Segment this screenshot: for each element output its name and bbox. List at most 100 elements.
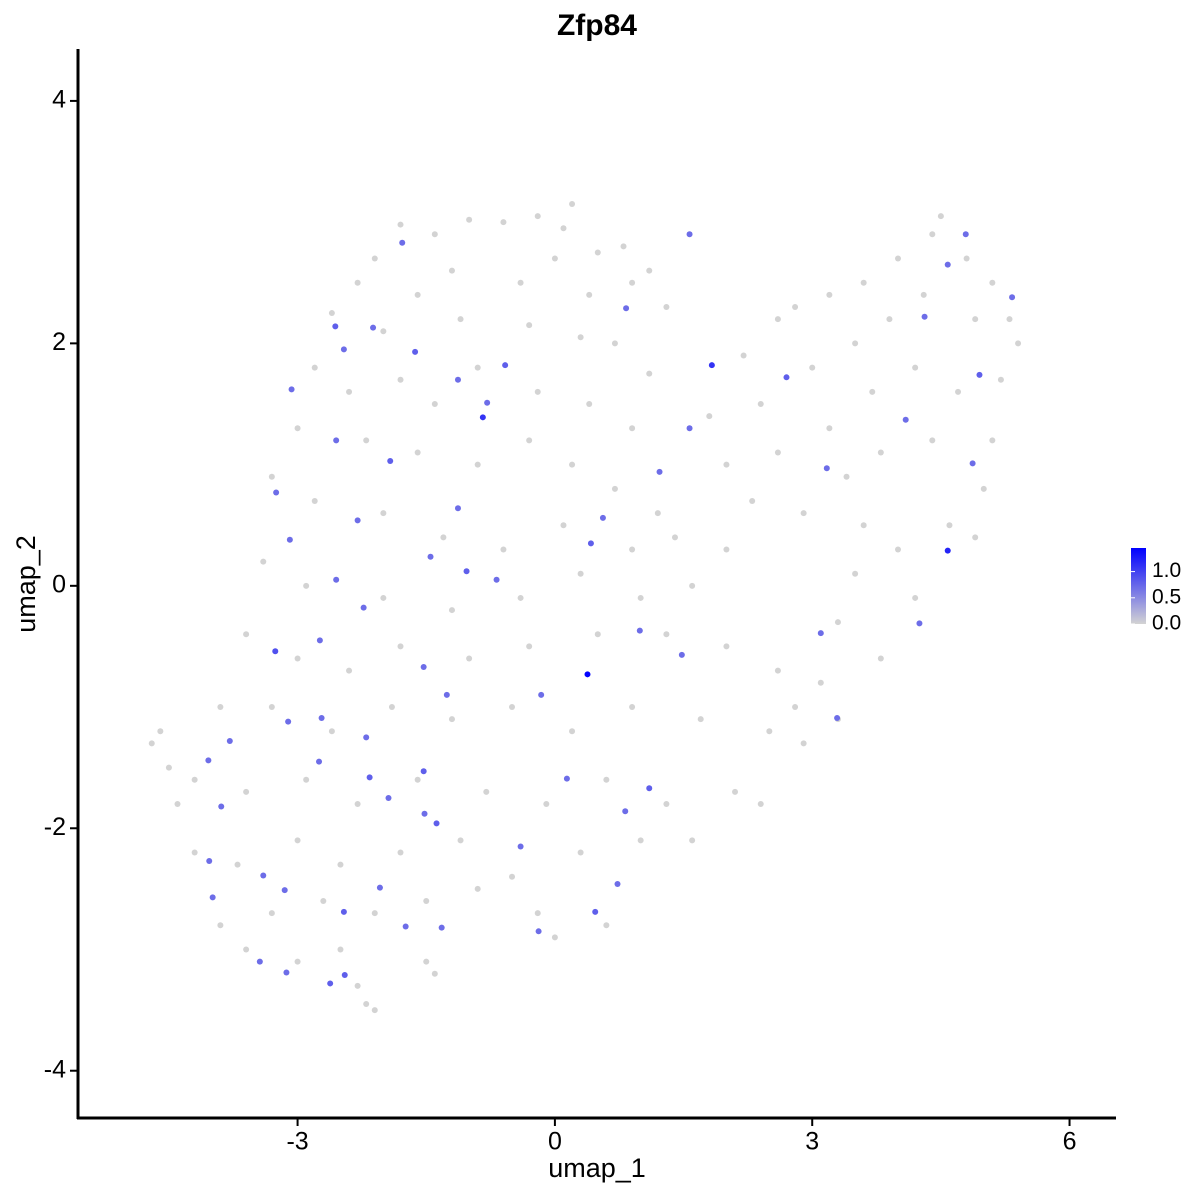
cell-point [623,305,630,312]
cell-point [1009,294,1016,301]
cell-point [989,279,996,286]
cell-point [929,437,936,444]
cell-point [385,794,392,801]
cell-point [226,737,233,744]
cell-point [817,630,824,637]
cell-point [792,704,799,711]
cell-point [686,231,693,238]
cell-point [218,803,225,810]
cell-point [466,216,473,223]
cell-point [268,910,275,917]
cell-point [431,970,438,977]
cell-point [397,221,404,228]
cell-point [766,728,773,735]
cell-point [997,376,1004,383]
cell-point [894,255,901,262]
cell-point [448,716,455,723]
cell-point [723,546,730,553]
cell-point [483,788,490,795]
cell-point [281,887,288,894]
y-tick-label: -4 [44,1055,66,1083]
cell-point [817,679,824,686]
cell-point [534,388,541,395]
cell-point [412,348,419,355]
cell-point [980,485,987,492]
cell-point [327,980,334,987]
cell-point [646,267,653,274]
cell-point [191,849,198,856]
cell-point [577,334,584,341]
cell-point [420,768,427,775]
cell-point [594,631,601,638]
cell-point [809,364,816,371]
cell-point [976,371,983,378]
cell-point [448,267,455,274]
colorbar-tick-label: 1.0 [1152,559,1181,582]
cell-point [500,219,507,226]
cell-point [148,740,155,747]
cell-point [294,837,301,844]
cell-point [354,279,361,286]
cell-point [414,776,421,783]
cell-point [869,388,876,395]
cell-point [594,249,601,256]
cell-point [316,758,323,765]
cell-point [420,664,427,671]
cell-point [288,386,295,393]
cell-point [217,704,224,711]
cell-point [826,425,833,432]
cell-point [206,858,213,865]
cell-point [463,568,470,575]
cell-point [963,255,970,262]
cell-point [969,460,976,467]
cell-point [283,969,290,976]
cell-point [431,231,438,238]
cell-point [397,643,404,650]
cell-point [877,449,884,456]
cell-point [774,449,781,456]
cell-point [823,465,830,472]
cell-point [517,279,524,286]
cell-point [303,582,310,589]
cell-point [989,437,996,444]
cell-point [474,364,481,371]
cell-point [646,785,653,792]
cell-point [629,704,636,711]
cell-point [912,364,919,371]
cell-point [380,328,387,335]
cell-point [894,546,901,553]
cell-point [303,776,310,783]
cell-point [921,313,928,320]
cell-point [929,231,936,238]
cell-point [740,352,747,359]
cell-point [732,788,739,795]
cell-point [273,489,280,496]
x-tick-label: 6 [1063,1128,1077,1156]
cell-point [584,671,591,678]
cell-point [243,946,250,953]
cell-point [603,922,610,929]
cell-point [484,399,491,406]
cell-point [388,704,395,711]
cell-point [337,946,344,953]
cell-point [443,691,450,698]
cell-point [479,414,486,421]
cell-point [955,388,962,395]
cell-point [243,631,250,638]
cell-point [646,370,653,377]
cell-point [783,374,790,381]
cell-point [920,291,927,298]
x-tick-label: -3 [286,1128,308,1156]
cell-point [285,718,292,725]
cell-point [328,728,335,735]
cell-point [611,485,618,492]
cell-point [629,425,636,432]
cell-point [944,261,951,268]
cell-point [427,553,434,560]
points [148,200,1022,1014]
cell-point [587,540,594,547]
cell-point [414,449,421,456]
cell-point [629,279,636,286]
cell-point [387,457,394,464]
cell-point [217,922,224,929]
